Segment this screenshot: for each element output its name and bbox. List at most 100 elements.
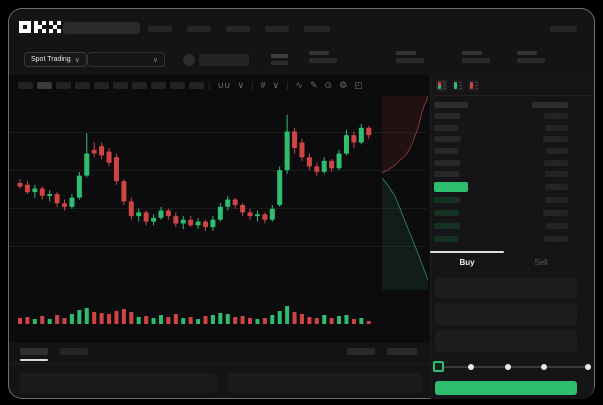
- volume-bar: [359, 318, 364, 324]
- timeframe-button[interactable]: [170, 82, 185, 89]
- amount-slider-track[interactable]: [438, 366, 587, 368]
- timeframe-button[interactable]: [189, 82, 204, 89]
- candlestick-chart[interactable]: [8, 96, 428, 292]
- candle-body: [136, 212, 142, 217]
- candle-body: [158, 210, 164, 218]
- market-type-dropdown[interactable]: Spot Trading ∨: [24, 52, 87, 67]
- nav-item[interactable]: [226, 26, 250, 32]
- submit-buy-button[interactable]: [435, 381, 577, 395]
- camera-icon[interactable]: ⊙: [324, 80, 333, 90]
- timeframe-button[interactable]: [56, 82, 71, 89]
- nav-item[interactable]: [304, 26, 330, 32]
- slider-stop-dot[interactable]: [468, 364, 474, 370]
- ask-price-bar[interactable]: [434, 148, 458, 154]
- row-lines: [459, 82, 462, 89]
- bid-price-bar[interactable]: [434, 236, 458, 242]
- last-price-highlight[interactable]: [434, 182, 468, 192]
- stat-value-bar: [462, 58, 490, 63]
- price-change-bar: [271, 61, 288, 65]
- fullscreen-icon[interactable]: ◰: [354, 80, 363, 90]
- order-price-field[interactable]: [435, 278, 577, 298]
- candle-body: [84, 153, 90, 176]
- tab-buy[interactable]: Buy: [459, 257, 475, 267]
- candle-body: [343, 135, 349, 154]
- ask-price-bar[interactable]: [434, 113, 460, 119]
- pair-selector-dropdown[interactable]: ∨: [87, 52, 165, 67]
- ask-amount-bar: [545, 171, 568, 177]
- color-strip: [438, 82, 441, 89]
- volume-bar: [314, 318, 319, 324]
- nav-item[interactable]: [148, 26, 172, 32]
- line-tool-icon[interactable]: ∿: [295, 80, 303, 90]
- gridline: [10, 246, 427, 247]
- volume-bar: [77, 310, 82, 324]
- timeframe-button[interactable]: [151, 82, 166, 89]
- volume-bar: [322, 315, 327, 324]
- candle-body: [225, 199, 231, 207]
- ask-price-bar[interactable]: [434, 125, 458, 131]
- candle-style-icon[interactable]: ∪∪: [217, 80, 231, 90]
- bottom-action-button-2[interactable]: [387, 348, 417, 355]
- bottom-tab-active[interactable]: [20, 348, 48, 355]
- volume-bar: [92, 312, 97, 324]
- book-combined-icon[interactable]: [436, 80, 447, 91]
- stat-value-bar: [309, 58, 337, 63]
- timeframe-button[interactable]: [75, 82, 90, 89]
- candle-body: [151, 217, 157, 222]
- timeframe-button[interactable]: [18, 82, 33, 89]
- top-nav-far-item[interactable]: [550, 26, 577, 32]
- volume-bar: [203, 316, 208, 324]
- volume-bar: [270, 315, 275, 324]
- order-amount-field[interactable]: [435, 303, 577, 325]
- bid-amount-bar: [545, 197, 568, 203]
- candle-body: [262, 214, 268, 220]
- ask-price-bar[interactable]: [434, 171, 459, 177]
- depth-asks-fill: [382, 96, 428, 173]
- amount-slider-handle[interactable]: [433, 361, 444, 372]
- order-total-field[interactable]: [435, 330, 577, 352]
- candle-body: [173, 216, 179, 224]
- tab-sell[interactable]: Sell: [534, 257, 548, 267]
- bid-price-bar[interactable]: [434, 197, 460, 203]
- draw-icon[interactable]: ✎: [309, 80, 318, 90]
- timeframe-button[interactable]: [37, 82, 52, 89]
- candle-body: [351, 135, 357, 143]
- nav-item[interactable]: [265, 26, 289, 32]
- search-input[interactable]: [63, 22, 140, 34]
- settings-icon[interactable]: ⚙: [339, 80, 348, 90]
- depth-chart: [382, 96, 428, 290]
- candle-body: [292, 131, 298, 148]
- book-asks-icon[interactable]: [468, 80, 479, 91]
- chevron-down-icon[interactable]: ∨: [272, 80, 280, 90]
- volume-bar: [285, 306, 290, 324]
- ask-price-bar[interactable]: [434, 136, 461, 142]
- gridline: [10, 170, 427, 171]
- bid-amount-bar: [543, 210, 568, 216]
- chevron-down-icon[interactable]: ∨: [237, 80, 245, 90]
- book-bids-icon[interactable]: [452, 80, 463, 91]
- row-lines: [475, 82, 478, 89]
- slider-stop-dot[interactable]: [541, 364, 547, 370]
- ask-amount-bar: [546, 148, 568, 154]
- candle-body: [62, 203, 68, 207]
- ask-price-bar[interactable]: [434, 160, 460, 166]
- slider-stop-dot[interactable]: [505, 364, 511, 370]
- timeframe-button[interactable]: [94, 82, 109, 89]
- bottom-tab-2[interactable]: [60, 348, 88, 355]
- timeframe-button[interactable]: [113, 82, 128, 89]
- logo-letter-k: [34, 21, 46, 33]
- candle-body: [314, 166, 320, 172]
- indicators-icon[interactable]: #: [260, 80, 266, 90]
- candle-body: [254, 214, 260, 217]
- okx-logo[interactable]: [19, 21, 61, 33]
- bottom-action-button-1[interactable]: [347, 348, 375, 355]
- timeframe-button[interactable]: [132, 82, 147, 89]
- last-price-placeholder: [271, 54, 288, 65]
- slider-stop-dot[interactable]: [585, 364, 591, 370]
- bid-price-bar[interactable]: [434, 223, 460, 229]
- nav-item[interactable]: [187, 26, 211, 32]
- bid-price-bar[interactable]: [434, 210, 459, 216]
- candle-body: [165, 210, 171, 217]
- bid-amount-bar: [544, 236, 568, 242]
